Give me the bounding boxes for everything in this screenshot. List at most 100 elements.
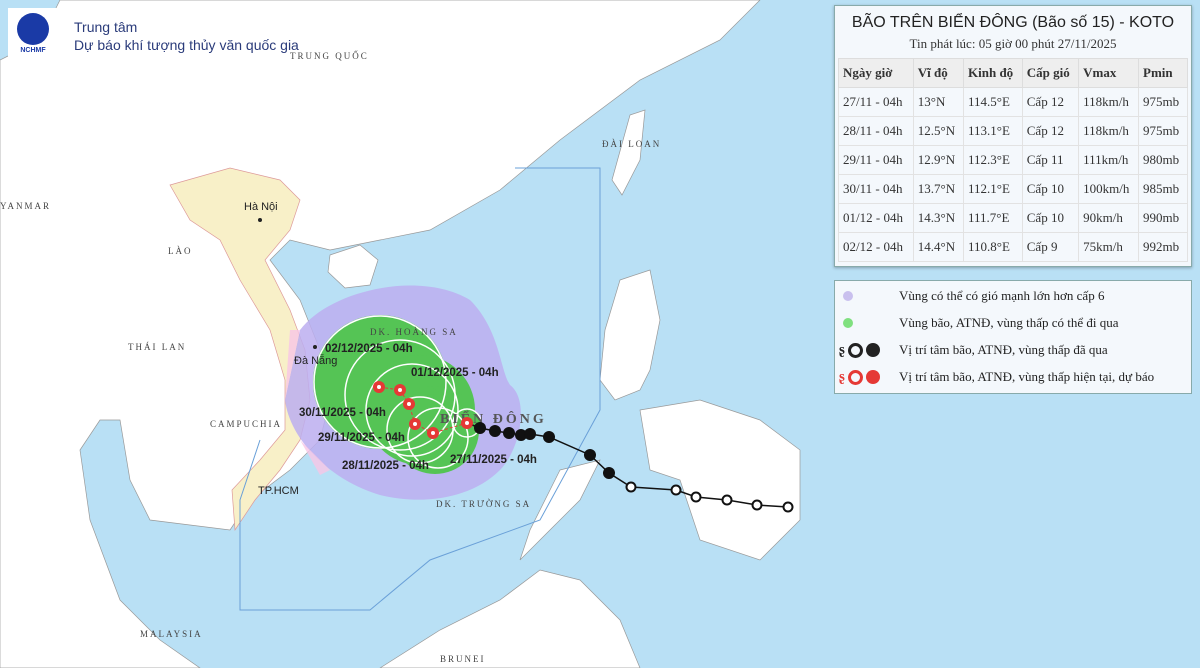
- past-typhoon-icon: [603, 467, 615, 479]
- past-typhoon-icon: [584, 449, 596, 461]
- table-cell: 112.3°E: [963, 145, 1023, 175]
- table-row: 27/11 - 04h 13°N 114.5°E Cấp 12 118km/h 975mb: [838, 87, 1188, 117]
- past-depression-icon: [670, 484, 682, 496]
- past-typhoon-icon: [543, 431, 555, 443]
- vietnam-wind-overlap: [285, 330, 330, 475]
- forecast-label-30-11: 30/11/2025 - 04h: [299, 407, 386, 419]
- legend-forecast-position: ʂ Vị trí tâm bão, ATNĐ, vùng thấp hiện t…: [839, 368, 1155, 385]
- table-cell: 12.5°N: [912, 116, 965, 146]
- past-typhoon-icon: [524, 428, 536, 440]
- legend-past-position: ʂ Vị trí tâm bão, ATNĐ, vùng thấp đã qua: [839, 341, 1108, 358]
- table-cell: 111km/h: [1078, 145, 1140, 175]
- table-row: 02/12 - 04h 14.4°N 110.8°E Cấp 9 75km/h 992mb: [838, 232, 1188, 262]
- label-east-sea: BIỂN ĐÔNG: [440, 409, 547, 427]
- header: NCHMF Trung tâm Dự báo khí tượng thủy vă…: [8, 8, 299, 58]
- label-brunei: BRUNEI: [440, 654, 486, 664]
- depression-icon: [847, 369, 863, 385]
- borneo: [379, 569, 641, 668]
- past-typhoon-icon: [503, 427, 515, 439]
- past-depression-icon: [690, 491, 702, 503]
- table-row: 01/12 - 04h 14.3°N 111.7°E Cấp 10 90km/h 990m…: [838, 203, 1188, 233]
- vietnam-land: [169, 167, 311, 532]
- green-dot-icon: [843, 318, 853, 328]
- typhoon-eye: [465, 421, 469, 425]
- table-cell: 02/12 - 04h: [838, 232, 914, 262]
- label-danang: Đà Nẵng: [294, 354, 337, 367]
- organization-name: Trung tâm Dự báo khí tượng thủy văn quốc…: [74, 18, 299, 54]
- table-cell: 90km/h: [1078, 203, 1140, 233]
- past-depression-icon: [782, 501, 794, 513]
- table-cell: 30/11 - 04h: [838, 174, 914, 204]
- forecast-label-02-12: 02/12/2025 - 04h: [325, 343, 413, 355]
- label-hanoi: Hà Nội: [244, 201, 278, 213]
- past-typhoon-icon: [515, 429, 527, 441]
- maritime-boundary: [239, 167, 601, 611]
- label-thailand: THÁI LAN: [128, 342, 186, 352]
- forecast-label-01-12: 01/12/2025 - 04h: [411, 367, 499, 379]
- forecast-table: Ngày giờ Vĩ độ Kinh độ Cấp gió Vmax Pmin 27/1…: [838, 58, 1188, 262]
- table-cell: 975mb: [1138, 87, 1188, 117]
- past-depression-icon: [751, 499, 763, 511]
- table-cell: 114.5°E: [963, 87, 1023, 117]
- forecast-label-29-11: 29/11/2025 - 04h: [318, 432, 405, 444]
- table-cell: Cấp 11: [1021, 145, 1080, 175]
- depression-icon: [847, 342, 863, 358]
- label-paracel: DK. HOÀNG SA: [370, 327, 458, 337]
- table-cell: 992mb: [1138, 232, 1188, 262]
- purple-dot-icon: [843, 291, 853, 301]
- table-cell: 118km/h: [1078, 87, 1140, 117]
- past-typhoon-icon: [489, 425, 501, 437]
- label-china: TRUNG QUỐC: [290, 51, 369, 61]
- table-cell: 113.1°E: [963, 116, 1023, 146]
- hainan-island: [327, 244, 379, 289]
- column-header: Kinh độ: [963, 58, 1023, 88]
- table-cell: Cấp 10: [1021, 174, 1080, 204]
- column-header: Ngày giờ: [838, 58, 914, 88]
- table-cell: 12.9°N: [912, 145, 965, 175]
- table-cell: Cấp 12: [1021, 87, 1080, 117]
- org-line-2: Dự báo khí tượng thủy văn quốc gia: [74, 37, 299, 53]
- table-cell: 985mb: [1138, 174, 1188, 204]
- typhoon-eye: [398, 388, 402, 392]
- table-cell: 118km/h: [1078, 116, 1140, 146]
- table-cell: 13.7°N: [912, 174, 965, 204]
- panel-title: BÃO TRÊN BIỂN ĐÔNG (Bão số 15) - KOTO: [851, 14, 1175, 31]
- table-cell: 975mb: [1138, 116, 1188, 146]
- table-cell: 29/11 - 04h: [838, 145, 914, 175]
- table-cell: 27/11 - 04h: [838, 87, 914, 117]
- table-cell: 28/11 - 04h: [838, 116, 914, 146]
- column-header: Vĩ độ: [912, 58, 965, 88]
- label-hcm: TP.HCM: [258, 485, 299, 497]
- table-row: 28/11 - 04h 12.5°N 113.1°E Cấp 12 118km/h 975…: [838, 116, 1188, 146]
- table-cell: Cấp 10: [1021, 203, 1080, 233]
- label-malaysia: MALAYSIA: [140, 629, 203, 639]
- table-cell: 14.3°N: [912, 203, 965, 233]
- table-cell: 01/12 - 04h: [838, 203, 914, 233]
- table-cell: Cấp 12: [1021, 116, 1080, 146]
- table-cell: 990mb: [1138, 203, 1188, 233]
- table-cell: 980mb: [1138, 145, 1188, 175]
- past-typhoon-icon: [474, 422, 486, 434]
- table-cell: 75km/h: [1078, 232, 1140, 262]
- typhoon-eye: [377, 385, 381, 389]
- past-depression-icon: [721, 494, 733, 506]
- nchmf-logo: NCHMF: [8, 8, 58, 58]
- table-cell: 110.8°E: [963, 232, 1023, 262]
- table-cell: Cấp 9: [1021, 232, 1080, 262]
- table-row: 30/11 - 04h 13.7°N 112.1°E Cấp 10 100km/h 985…: [838, 174, 1188, 204]
- past-depression-icon: [625, 481, 637, 493]
- label-spratly: DK. TRƯỜNG SA: [436, 499, 531, 509]
- label-taiwan: ĐÀI LOAN: [602, 139, 661, 149]
- typhoon-eye: [413, 422, 417, 426]
- forecast-label-28-11: 28/11/2025 - 04h: [342, 460, 429, 472]
- column-header: Pmin: [1138, 58, 1188, 88]
- table-cell: 100km/h: [1078, 174, 1140, 204]
- table-cell: 14.4°N: [912, 232, 965, 262]
- storm-track: [373, 381, 794, 513]
- map-legend: Vùng có thể có gió mạnh lớn hơn cấp 6 Vù…: [834, 280, 1192, 394]
- column-header: Cấp gió: [1021, 58, 1080, 88]
- table-row: 29/11 - 04h 12.9°N 112.3°E Cấp 11 111km/h 980…: [838, 145, 1188, 175]
- low-pressure-icon: [865, 370, 880, 384]
- storm-info-panel: BÃO TRÊN BIỂN ĐÔNG (Bão số 15) - KOTO Ti…: [834, 5, 1192, 267]
